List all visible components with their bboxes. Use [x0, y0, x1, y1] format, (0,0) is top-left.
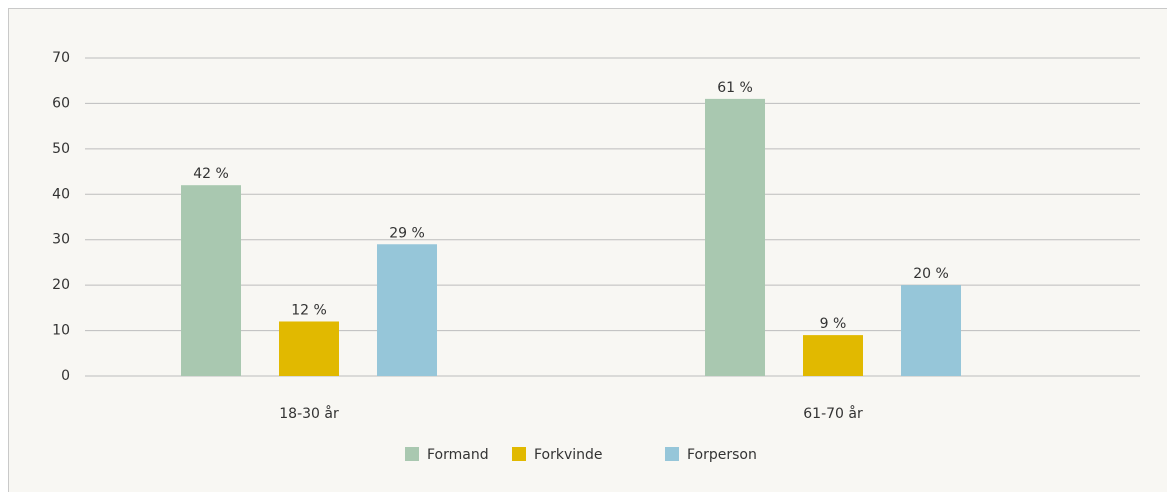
value-label: 12 % — [291, 302, 327, 318]
legend-swatch — [512, 447, 526, 461]
y-tick-label: 30 — [52, 232, 70, 248]
y-tick-label: 10 — [52, 323, 70, 339]
y-tick-label: 20 — [52, 277, 70, 293]
x-tick-label: 18-30 år — [279, 405, 339, 422]
bar — [279, 321, 339, 376]
x-tick-label: 61-70 år — [803, 405, 863, 422]
legend-swatch — [405, 447, 419, 461]
y-tick-label: 50 — [52, 141, 70, 157]
y-tick-label: 40 — [52, 186, 70, 202]
value-label: 20 % — [913, 266, 949, 282]
y-tick-label: 60 — [52, 95, 70, 111]
value-label: 9 % — [820, 316, 847, 332]
bar — [181, 185, 241, 376]
bar — [901, 285, 961, 376]
legend-label: Forperson — [687, 447, 757, 463]
y-tick-label: 0 — [61, 368, 70, 384]
y-tick-label: 70 — [52, 50, 70, 66]
value-label: 29 % — [389, 225, 425, 241]
legend-swatch — [665, 447, 679, 461]
bar — [803, 335, 863, 376]
legend-label: Forkvinde — [534, 447, 603, 463]
bar — [377, 244, 437, 376]
legend-label: Formand — [427, 447, 489, 463]
value-label: 61 % — [717, 80, 753, 96]
value-label: 42 % — [193, 166, 229, 182]
bar — [705, 98, 765, 376]
